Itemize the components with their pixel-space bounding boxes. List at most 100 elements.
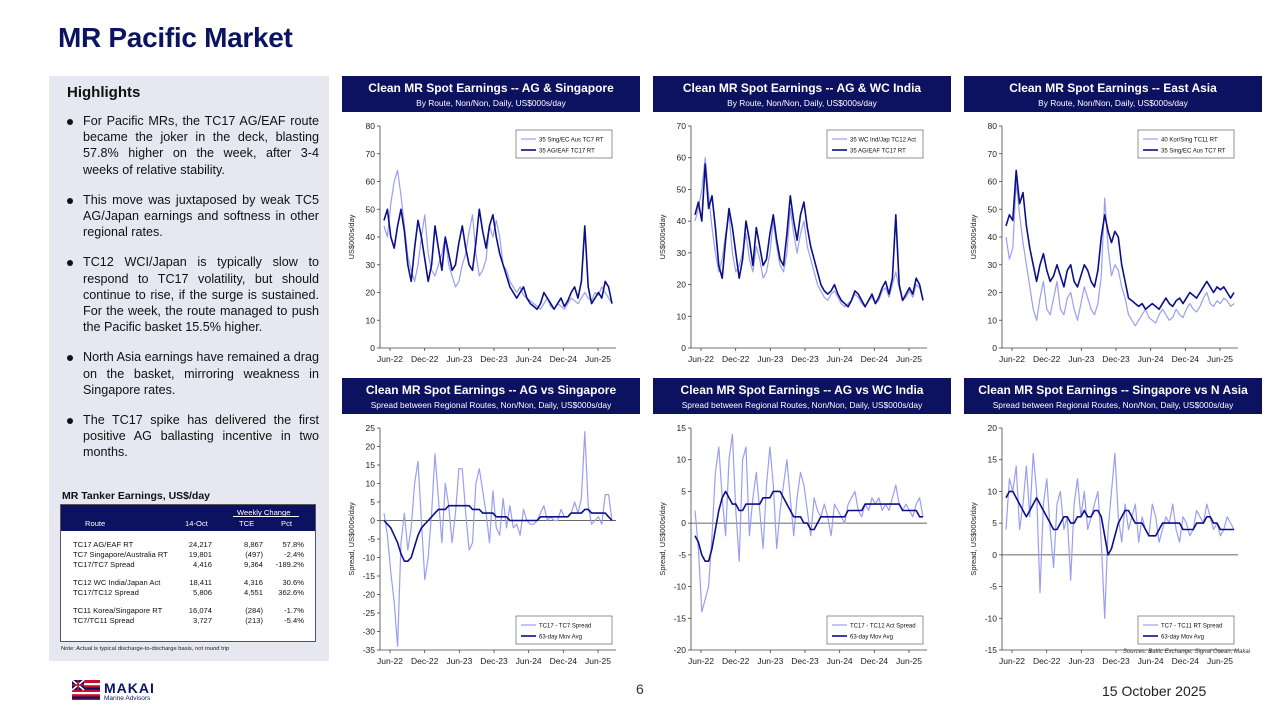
y-tick-label: 30 bbox=[988, 260, 998, 270]
x-tick-label: Jun-23 bbox=[446, 354, 472, 364]
y-tick-label: 60 bbox=[366, 177, 376, 187]
earnings-table: Weekly Change Route 14-Oct TCE Pct TC17 … bbox=[60, 504, 316, 642]
x-tick-label: Jun-22 bbox=[688, 354, 714, 364]
x-tick-label: Dec-24 bbox=[550, 656, 578, 666]
y-tick-label: 10 bbox=[677, 455, 687, 465]
x-tick-label: Dec-24 bbox=[861, 354, 889, 364]
table-row: TC7/TC11 Spread 3,727 (213) -5.4% bbox=[61, 616, 315, 626]
y-tick-label: -25 bbox=[363, 608, 376, 618]
chart-ag-wc-india: 0 10 20 30 40 50 60 70 Jun-22 Dec-22 Jun-23 Dec-23 J… bbox=[653, 112, 951, 376]
cell-value: 19,801 bbox=[188, 550, 212, 559]
chart-title: Clean MR Spot Earnings -- Singapore vs N… bbox=[978, 383, 1248, 397]
legend-box bbox=[515, 615, 613, 645]
y-tick-label: 70 bbox=[677, 121, 687, 131]
x-tick-label: Jun-24 bbox=[1138, 656, 1164, 666]
table-row: TC17/TC12 Spread 5,806 4,551 362.6% bbox=[61, 588, 315, 598]
series-line-dark bbox=[694, 163, 924, 308]
series-line-light bbox=[1005, 180, 1235, 327]
highlight-item: This move was juxtaposed by weak TC5 AG/… bbox=[67, 192, 319, 241]
cell-route: TC7 Singapore/Australia RT bbox=[73, 550, 168, 559]
x-tick-label: Dec-22 bbox=[722, 354, 750, 364]
x-tick-label: Jun-25 bbox=[585, 656, 611, 666]
series-line-dark bbox=[383, 208, 613, 310]
x-tick-label: Jun-24 bbox=[827, 354, 853, 364]
y-tick-label: 80 bbox=[988, 121, 998, 131]
page-title: MR Pacific Market bbox=[58, 22, 293, 53]
y-tick-label: 20 bbox=[366, 442, 376, 452]
chart-header: Clean MR Spot Earnings -- AG vs Singapor… bbox=[342, 378, 640, 414]
y-tick-label: 50 bbox=[677, 184, 687, 194]
highlight-text: The TC17 spike has delivered the first p… bbox=[83, 413, 319, 460]
page-number: 6 bbox=[636, 681, 644, 697]
y-tick-label: 15 bbox=[366, 460, 376, 470]
chart-singapore-vs-n-asia: -15 -10 -5 0 5 10 15 20 Jun-22 Dec-22 Jun-23 Dec-23… bbox=[964, 414, 1262, 678]
series-line-light bbox=[694, 433, 924, 613]
series-line-light bbox=[383, 431, 613, 647]
bullet-icon bbox=[67, 260, 73, 267]
cell-pct-change: 362.6% bbox=[278, 588, 304, 597]
y-tick-label: 10 bbox=[988, 486, 998, 496]
chart-panel-4: Clean MR Spot Earnings -- AG vs WC India… bbox=[653, 378, 951, 678]
y-tick-label: 0 bbox=[992, 550, 997, 560]
cell-pct-change: -189.2% bbox=[275, 560, 304, 569]
x-tick-label: Jun-22 bbox=[999, 354, 1025, 364]
cell-pct-change: 30.6% bbox=[282, 578, 304, 587]
x-tick-label: Jun-22 bbox=[999, 656, 1025, 666]
y-tick-label: 20 bbox=[988, 423, 998, 433]
chart-ag-vs-singapore: -35 -30 -25 -20 -15 -10 -5 0 5 10 15 20 25 Jun-22 Dec-… bbox=[342, 414, 640, 678]
legend-box bbox=[1137, 615, 1235, 645]
bullet-icon bbox=[67, 197, 73, 204]
cell-pct-change: -1.7% bbox=[284, 606, 304, 615]
y-tick-label: 60 bbox=[677, 153, 687, 163]
highlight-item: North Asia earnings have remained a drag… bbox=[67, 349, 319, 398]
makai-flag-logo bbox=[72, 680, 100, 700]
highlights-list: For Pacific MRs, the TC17 AG/EAF route b… bbox=[67, 113, 319, 461]
bullet-icon bbox=[67, 119, 73, 125]
x-tick-label: Jun-25 bbox=[896, 656, 922, 666]
col-header-tce: TCE bbox=[239, 519, 255, 528]
y-tick-label: 10 bbox=[677, 311, 687, 321]
x-tick-label: Jun-25 bbox=[1207, 656, 1233, 666]
y-tick-label: 20 bbox=[366, 288, 376, 298]
table-row: TC17 AG/EAF RT 24,217 8,867 57.8% bbox=[61, 540, 315, 550]
y-tick-label: 5 bbox=[681, 486, 686, 496]
y-tick-label: -15 bbox=[674, 613, 687, 623]
cell-value: 3,727 bbox=[192, 616, 212, 625]
y-tick-label: 40 bbox=[988, 232, 998, 242]
chart-title: Clean MR Spot Earnings -- AG vs Singapor… bbox=[365, 383, 617, 397]
chart-ag-singapore: 0 10 20 30 40 50 60 70 80 Jun-22 Dec-22 Jun-23 Dec-2… bbox=[342, 112, 640, 376]
legend-label: 35 Sing/EC Aus TC7 RT bbox=[539, 138, 604, 144]
highlights-title: Highlights bbox=[67, 84, 141, 101]
y-tick-label: 40 bbox=[677, 216, 687, 226]
x-tick-label: Dec-22 bbox=[411, 656, 439, 666]
x-tick-label: Dec-23 bbox=[791, 354, 819, 364]
legend-label: 40 Kor/Sing TC11 RT bbox=[1161, 138, 1218, 144]
y-axis-label: US$000s/day bbox=[658, 214, 667, 259]
x-tick-label: Dec-23 bbox=[1102, 354, 1130, 364]
x-tick-label: Jun-24 bbox=[516, 656, 542, 666]
y-tick-label: 10 bbox=[988, 315, 998, 325]
chart-panel-2: Clean MR Spot Earnings -- East Asia By R… bbox=[964, 76, 1262, 376]
cell-tce-change: (213) bbox=[245, 616, 263, 625]
y-tick-label: 25 bbox=[366, 423, 376, 433]
cell-route: TC17 AG/EAF RT bbox=[73, 540, 134, 549]
cell-value: 16,074 bbox=[188, 606, 212, 615]
series-line-light bbox=[1005, 452, 1235, 619]
y-tick-label: 15 bbox=[677, 423, 687, 433]
chart-subtitle: Spread between Regional Routes, Non/Non,… bbox=[681, 400, 923, 410]
y-tick-label: 0 bbox=[992, 343, 997, 353]
y-tick-label: 10 bbox=[366, 479, 376, 489]
chart-panel-3: Clean MR Spot Earnings -- AG vs Singapor… bbox=[342, 378, 640, 678]
legend-box bbox=[826, 129, 924, 159]
x-tick-label: Dec-24 bbox=[1172, 656, 1200, 666]
logo-name: MAKAI bbox=[104, 680, 155, 696]
x-tick-label: Dec-23 bbox=[1102, 656, 1130, 666]
y-tick-label: 0 bbox=[681, 343, 686, 353]
legend-box bbox=[1137, 129, 1235, 159]
y-tick-label: 10 bbox=[366, 315, 376, 325]
x-tick-label: Jun-23 bbox=[757, 656, 783, 666]
y-tick-label: -5 bbox=[367, 534, 375, 544]
highlight-text: For Pacific MRs, the TC17 AG/EAF route b… bbox=[83, 114, 319, 177]
legend-label: TC7 - TC11 RT Spread bbox=[1161, 624, 1222, 630]
earnings-table-title: MR Tanker Earnings, US$/day bbox=[62, 490, 211, 502]
